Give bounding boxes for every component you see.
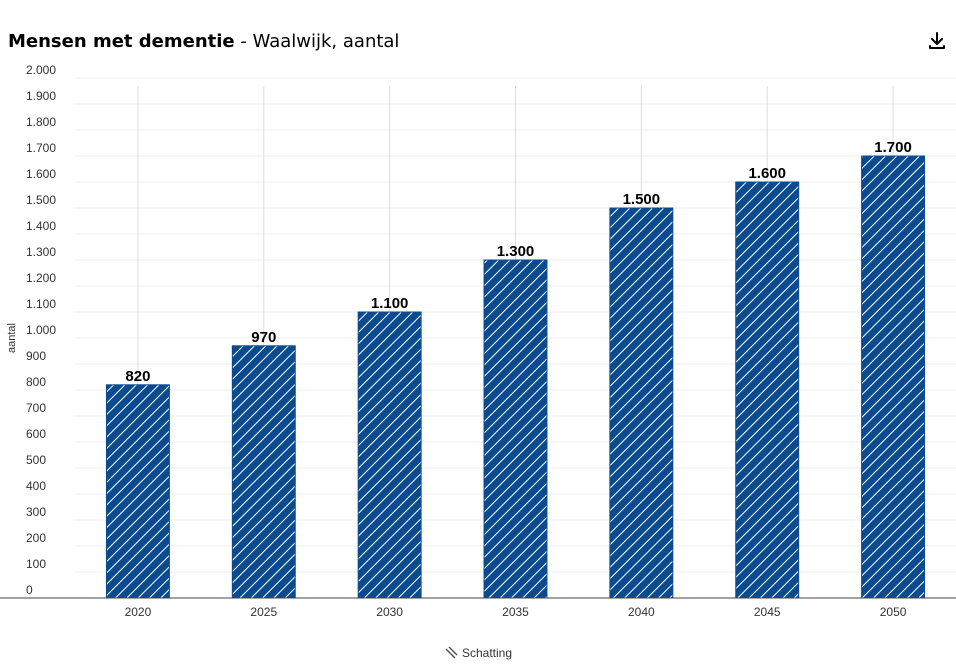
x-axis-tick-labels: 2020 2025 2030 2035 2040 2045 2050: [125, 605, 907, 619]
y-tick-label: 300: [26, 505, 46, 519]
bar-2045[interactable]: [735, 181, 800, 599]
y-tick-label: 1.900: [26, 89, 56, 103]
data-label-2025: 970: [251, 329, 276, 346]
download-icon[interactable]: [926, 30, 948, 52]
y-tick-label: 1.500: [26, 193, 56, 207]
y-tick-label: 1.700: [26, 141, 56, 155]
bar-2040[interactable]: [609, 207, 674, 599]
y-tick-label: 0: [26, 583, 33, 597]
y-tick-label: 200: [26, 531, 46, 545]
legend: Schatting: [0, 646, 956, 663]
y-tick-label: 500: [26, 453, 46, 467]
y-tick-label: 2.000: [26, 63, 56, 77]
chart-title: Mensen met dementie - Waalwijk, aantal: [8, 28, 948, 56]
x-tick-label-2035: 2035: [502, 605, 529, 619]
y-tick-label: 800: [26, 375, 46, 389]
legend-item-schatting[interactable]: Schatting: [444, 646, 512, 660]
x-tick-label-2045: 2045: [754, 605, 781, 619]
y-tick-label: 1.100: [26, 297, 56, 311]
bar-2025[interactable]: [231, 345, 296, 599]
chart-title-main: Mensen met dementie: [8, 31, 235, 52]
bars: [105, 155, 926, 599]
legend-label: Schatting: [461, 646, 513, 660]
y-tick-label: 700: [26, 401, 46, 415]
hatch-pattern-icon: [445, 646, 458, 659]
y-tick-label: 1.300: [26, 245, 56, 259]
data-label-2050: 1.700: [874, 139, 912, 156]
data-label-2035: 1.300: [497, 243, 535, 260]
y-tick-label: 1.800: [26, 115, 56, 129]
y-tick-label: 100: [26, 557, 46, 571]
chart-title-subtitle: - Waalwijk, aantal: [234, 31, 400, 52]
bar-2050[interactable]: [861, 155, 926, 599]
data-label-2040: 1.500: [623, 191, 661, 208]
y-tick-label: 1.200: [26, 271, 56, 285]
y-tick-label: 1.600: [26, 167, 56, 181]
y-tick-label: 600: [26, 427, 46, 441]
bar-2030[interactable]: [357, 311, 422, 599]
data-label-2045: 1.600: [748, 165, 786, 182]
y-axis-title: aantal: [6, 323, 18, 353]
x-tick-label-2050: 2050: [880, 605, 907, 619]
y-axis-tick-labels: 0 100 200 300 400 500 600 700 800 900 1.000 1.100 1.…: [26, 63, 56, 597]
bar-2035[interactable]: [483, 259, 548, 599]
y-tick-label: 900: [26, 349, 46, 363]
y-tick-label: 1.000: [26, 323, 56, 337]
x-tick-label-2030: 2030: [376, 605, 403, 619]
x-tick-label-2020: 2020: [125, 605, 152, 619]
chart-header: Mensen met dementie - Waalwijk, aantal: [8, 28, 948, 56]
data-label-2020: 820: [125, 368, 150, 385]
x-tick-label-2025: 2025: [250, 605, 277, 619]
y-tick-label: 400: [26, 479, 46, 493]
y-tick-label: 1.400: [26, 219, 56, 233]
bar-2020[interactable]: [105, 384, 170, 599]
x-tick-label-2040: 2040: [628, 605, 655, 619]
data-labels: 820 970 1.100 1.300 1.500 1.600 1.700: [125, 139, 911, 385]
data-label-2030: 1.100: [371, 295, 409, 312]
